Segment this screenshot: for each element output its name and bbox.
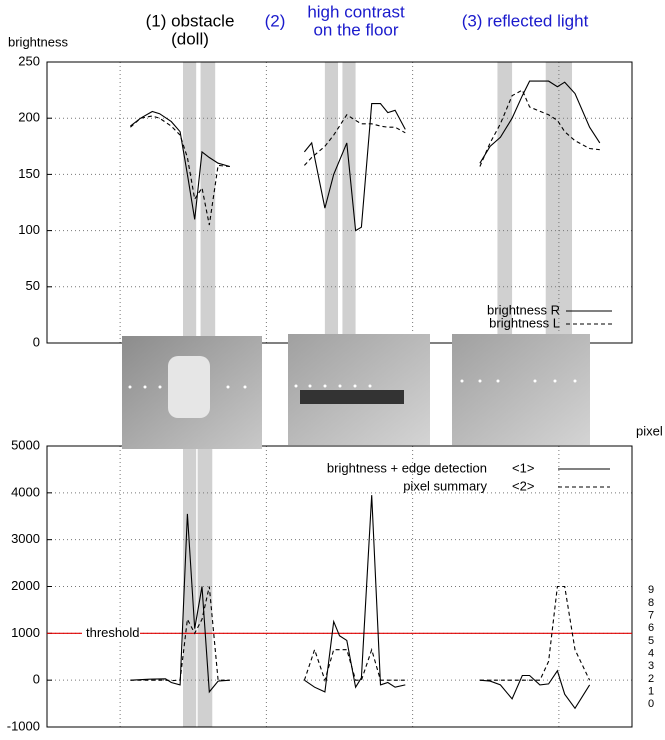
heading: on the floor (313, 20, 398, 39)
shaded-band (324, 62, 339, 343)
shaded-band (197, 446, 213, 727)
shaded-band (497, 62, 513, 343)
y2-tick-label: 8 (648, 597, 654, 609)
y-axis-label: brightness (8, 34, 68, 49)
plot-frame (46, 445, 633, 728)
plot-frame (46, 61, 633, 344)
doll-shape (168, 356, 210, 418)
y-tick-label: 200 (18, 110, 40, 125)
y-tick-label: 4000 (11, 484, 40, 499)
threshold-label-bg (82, 626, 140, 641)
shaded-band (200, 62, 216, 343)
y-tick-label: 2000 (11, 578, 40, 593)
y2-tick-label: 3 (648, 660, 654, 672)
photo-reflect (452, 334, 590, 445)
y-tick-label: 150 (18, 166, 40, 181)
y-tick-label: 5000 (11, 437, 40, 452)
legend-description: brightness + edge detection (327, 460, 487, 475)
heading: (3) reflected light (462, 11, 589, 30)
y-tick-label: 3000 (11, 531, 40, 546)
scan-dots (128, 379, 577, 389)
shaded-band (183, 62, 197, 343)
series-line (130, 80, 601, 232)
series-line (130, 89, 600, 226)
y-tick-label: 1000 (11, 625, 40, 640)
y2-tick-label: 5 (648, 635, 654, 647)
legend-label: <2> (512, 478, 534, 493)
y2-tick-label: 9 (648, 584, 654, 596)
y2-tick-label: 2 (648, 673, 654, 685)
y-tick-label: 100 (18, 222, 40, 237)
y-tick-label: 50 (26, 278, 40, 293)
y-tick-label: 0 (33, 672, 40, 687)
y-tick-label: -1000 (7, 718, 40, 733)
legend-label: brightness L (489, 315, 560, 330)
y2-tick-label: 1 (648, 685, 654, 697)
y-tick-label: 0 (33, 334, 40, 349)
y2-tick-label: 7 (648, 610, 654, 622)
shaded-band (342, 62, 356, 343)
legend-label: <1> (512, 460, 534, 475)
legend-label: brightness R (487, 302, 560, 317)
series-line (130, 585, 591, 683)
y2-tick-label: 0 (648, 698, 654, 710)
y2-tick-label: 6 (648, 622, 654, 634)
threshold-label: threshold (86, 625, 139, 640)
heading: (doll) (171, 29, 209, 48)
y2-axis-label: pixel (636, 423, 663, 438)
heading: (2) (265, 11, 286, 30)
photos (122, 334, 590, 449)
dark-stripe (300, 390, 404, 404)
photo-floor (288, 334, 430, 445)
y2-tick-label: 4 (648, 647, 654, 659)
heading: high contrast (307, 2, 405, 21)
y-tick-label: 250 (18, 53, 40, 68)
heading: (1) obstacle (146, 11, 235, 30)
legend-description: pixel summary (403, 478, 487, 493)
shaded-band (183, 446, 197, 727)
series-line (130, 495, 591, 710)
